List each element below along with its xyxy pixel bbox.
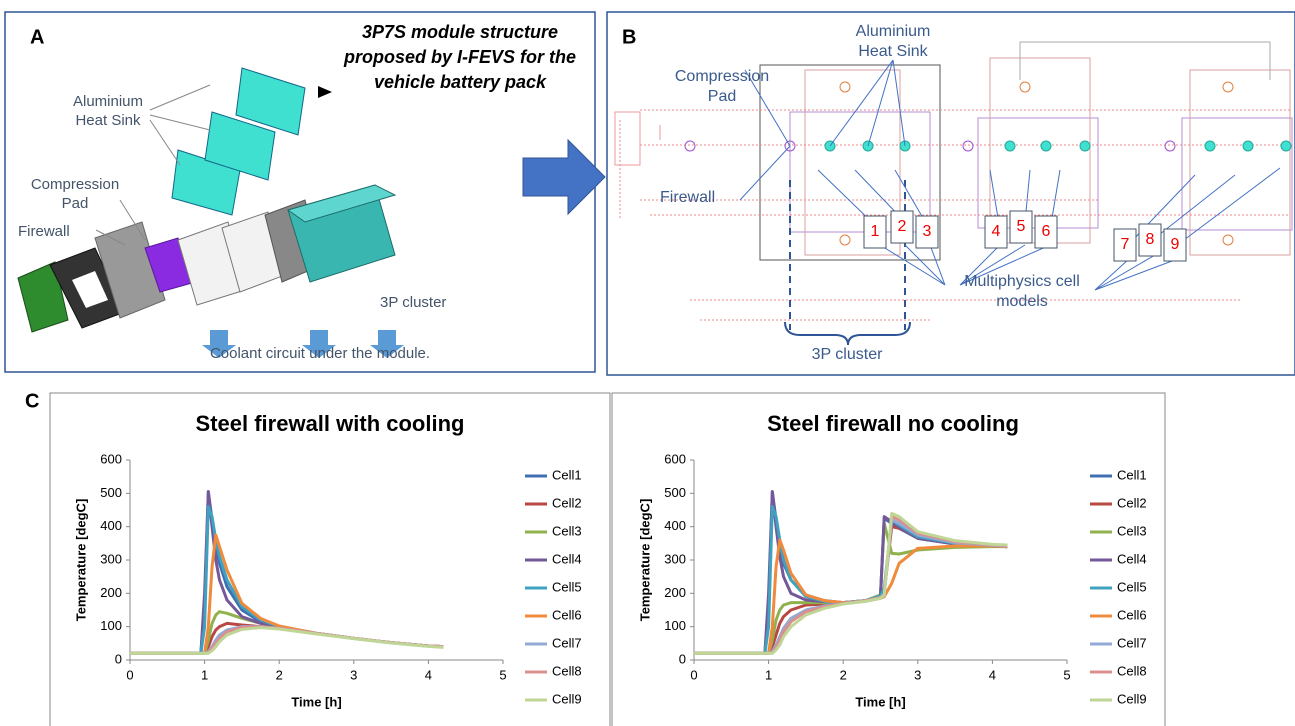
- x-tick-label: 0: [690, 667, 697, 682]
- label: Pad: [62, 195, 89, 212]
- x-tick-label: 5: [499, 667, 506, 682]
- x-tick-label: 2: [840, 667, 847, 682]
- y-axis-label: Temperature [degC]: [73, 499, 88, 622]
- figure: A 3P7S module structure proposed by I-FE…: [0, 0, 1295, 726]
- data-line: [130, 535, 443, 653]
- legend-label: Cell3: [552, 523, 582, 538]
- cell-number: 5: [1017, 218, 1026, 235]
- x-axis-label: Time [h]: [291, 694, 341, 709]
- caption-line: 3P7S module structure: [362, 22, 558, 42]
- panel-letter: A: [30, 26, 44, 48]
- legend-label: Cell2: [1117, 495, 1147, 510]
- legend-label: Cell1: [552, 467, 582, 482]
- y-tick-label: 500: [664, 485, 686, 500]
- y-tick-label: 0: [679, 651, 686, 666]
- cell-number: 8: [1146, 231, 1155, 248]
- legend-label: Cell4: [1117, 551, 1147, 566]
- data-line: [694, 492, 1007, 654]
- label: Heat Sink: [75, 112, 141, 129]
- caption-line: proposed by I-FEVS for the: [343, 47, 576, 67]
- cell-number: 6: [1042, 223, 1051, 240]
- label: Pad: [708, 88, 736, 105]
- label: Compression: [675, 68, 769, 85]
- cell-number: 9: [1171, 236, 1180, 253]
- x-tick-label: 3: [350, 667, 357, 682]
- label: 3P cluster: [380, 294, 446, 311]
- y-tick-label: 500: [100, 485, 122, 500]
- data-line: [694, 513, 1007, 653]
- data-line: [694, 507, 1007, 654]
- y-tick-label: 400: [664, 518, 686, 533]
- legend-label: Cell6: [552, 607, 582, 622]
- legend-label: Cell6: [1117, 607, 1147, 622]
- data-line: [130, 628, 443, 654]
- legend-label: Cell9: [552, 691, 582, 706]
- panel-letter: B: [622, 26, 636, 48]
- cell-number: 3: [923, 223, 932, 240]
- caption-line: vehicle battery pack: [374, 72, 547, 92]
- chart-title: Steel firewall with cooling: [196, 411, 465, 436]
- data-line: [130, 612, 443, 654]
- y-tick-label: 400: [100, 518, 122, 533]
- y-tick-label: 200: [664, 585, 686, 600]
- label: 3P cluster: [812, 346, 884, 363]
- legend-label: Cell1: [1117, 467, 1147, 482]
- y-axis-label: Temperature [degC]: [637, 499, 652, 622]
- panel-letter: C: [25, 390, 39, 412]
- label: Firewall: [660, 189, 715, 206]
- legend-label: Cell5: [552, 579, 582, 594]
- label: Multiphysics cell: [964, 273, 1080, 290]
- cell-number: 1: [871, 223, 880, 240]
- legend-label: Cell7: [552, 635, 582, 650]
- data-line: [694, 517, 1007, 654]
- x-tick-label: 1: [765, 667, 772, 682]
- y-tick-label: 600: [100, 451, 122, 466]
- label: Aluminium: [856, 23, 931, 40]
- label: Compression: [31, 176, 119, 193]
- cell-number: 2: [898, 218, 907, 235]
- y-tick-label: 300: [100, 551, 122, 566]
- legend-label: Cell5: [1117, 579, 1147, 594]
- data-line: [694, 492, 1007, 654]
- chart-title: Steel firewall no cooling: [767, 411, 1019, 436]
- x-tick-label: 0: [126, 667, 133, 682]
- x-tick-label: 4: [425, 667, 432, 682]
- legend-label: Cell2: [552, 495, 582, 510]
- y-tick-label: 200: [100, 585, 122, 600]
- label: models: [996, 293, 1048, 310]
- x-tick-label: 2: [276, 667, 283, 682]
- arrow: [523, 140, 605, 214]
- legend-label: Cell8: [1117, 663, 1147, 678]
- y-tick-label: 600: [664, 451, 686, 466]
- legend-label: Cell4: [552, 551, 582, 566]
- legend-label: Cell9: [1117, 691, 1147, 706]
- y-tick-label: 0: [115, 651, 122, 666]
- label: Aluminium: [73, 93, 143, 110]
- legend-label: Cell3: [1117, 523, 1147, 538]
- y-tick-label: 300: [664, 551, 686, 566]
- x-tick-label: 5: [1063, 667, 1070, 682]
- x-tick-label: 4: [989, 667, 996, 682]
- x-axis-label: Time [h]: [855, 694, 905, 709]
- data-line: [694, 540, 1007, 653]
- cell-number: 4: [992, 223, 1001, 240]
- y-tick-label: 100: [100, 618, 122, 633]
- label: Firewall: [18, 223, 70, 240]
- y-tick-label: 100: [664, 618, 686, 633]
- legend-label: Cell8: [552, 663, 582, 678]
- x-tick-label: 1: [201, 667, 208, 682]
- x-tick-label: 3: [914, 667, 921, 682]
- cell-number: 7: [1121, 236, 1130, 253]
- pointer: [318, 86, 332, 98]
- label: Coolant circuit under the module.: [210, 345, 430, 362]
- label: Heat Sink: [858, 43, 928, 60]
- legend-label: Cell7: [1117, 635, 1147, 650]
